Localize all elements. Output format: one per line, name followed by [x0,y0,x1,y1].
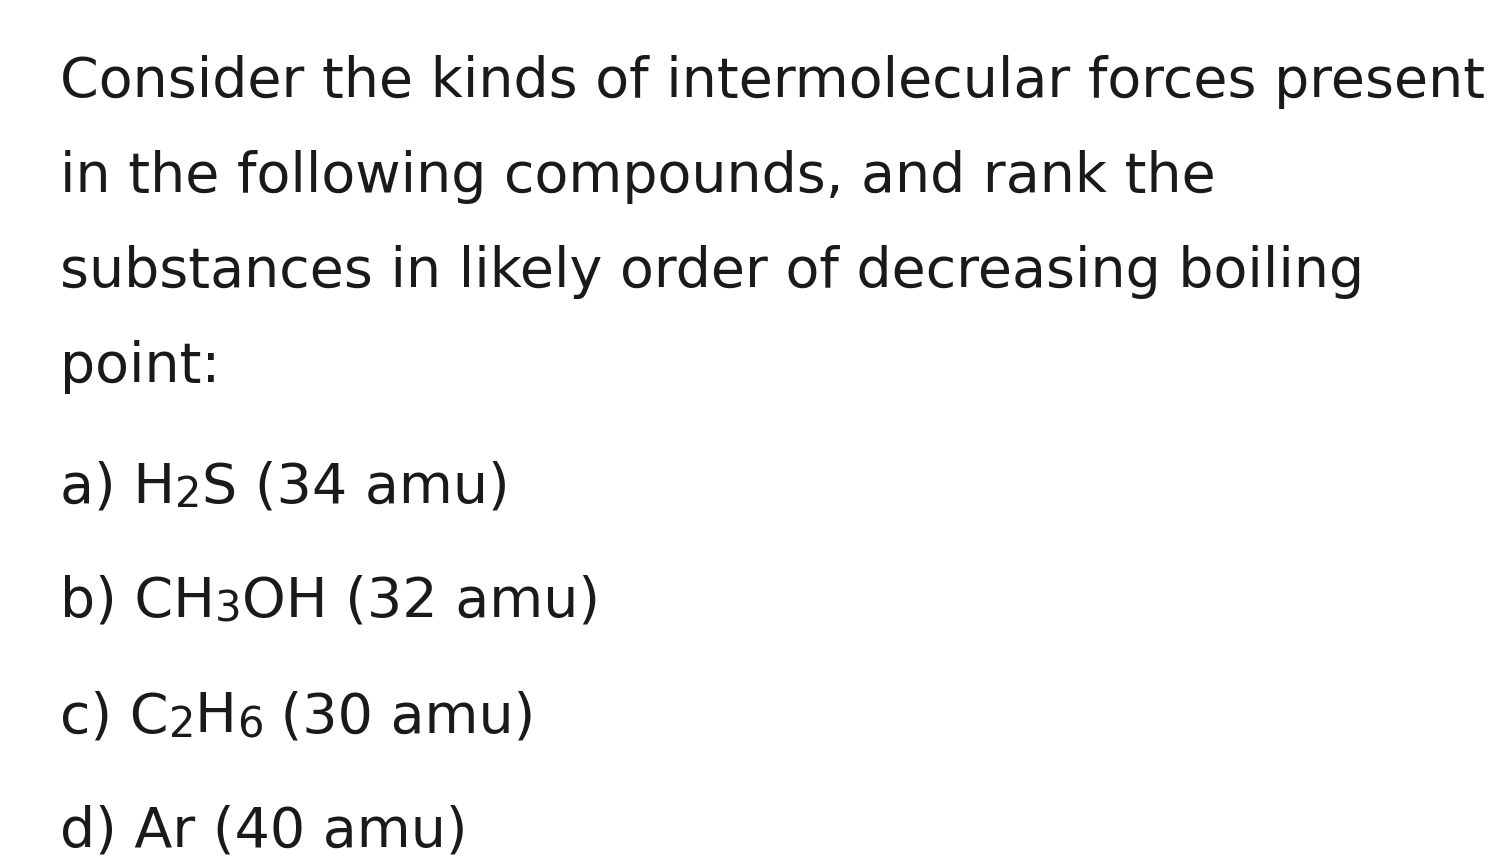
Text: (30 amu): (30 amu) [264,690,536,744]
Text: d) Ar (40 amu): d) Ar (40 amu) [60,805,468,859]
Text: substances in likely order of decreasing boiling: substances in likely order of decreasing… [60,245,1364,299]
Text: a) H: a) H [60,460,176,514]
Text: c) C: c) C [60,690,168,744]
Text: b) CH: b) CH [60,575,214,629]
Text: Consider the kinds of intermolecular forces present: Consider the kinds of intermolecular for… [60,55,1485,109]
Text: point:: point: [60,340,220,394]
Text: in the following compounds, and rank the: in the following compounds, and rank the [60,150,1215,204]
Text: OH (32 amu): OH (32 amu) [242,575,600,629]
Text: 3: 3 [214,589,242,631]
Text: H: H [195,690,237,744]
Text: 2: 2 [168,704,195,746]
Text: S (34 amu): S (34 amu) [201,460,508,514]
Text: 6: 6 [237,704,264,746]
Text: 2: 2 [176,474,201,516]
